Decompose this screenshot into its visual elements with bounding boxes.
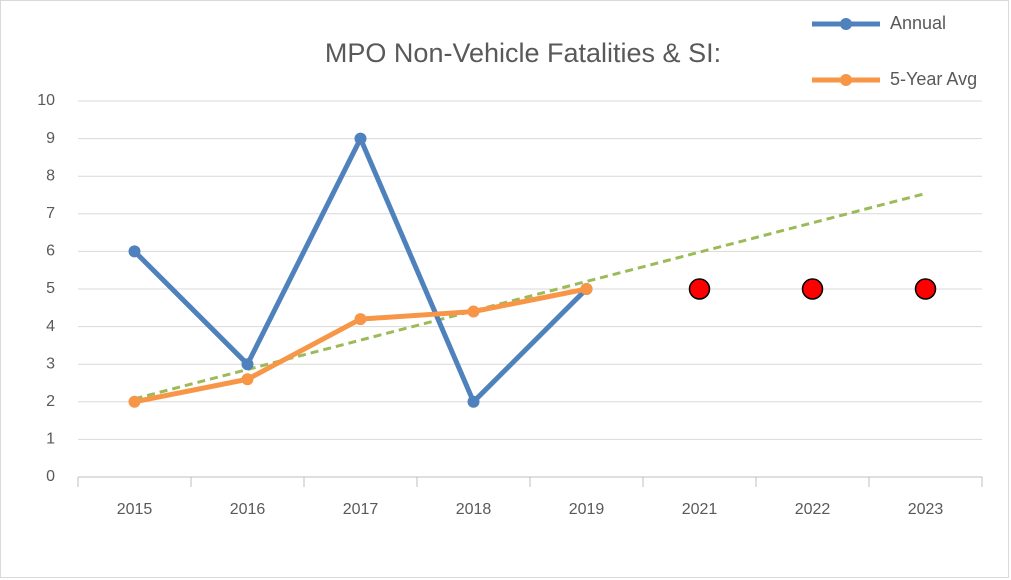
target-marker bbox=[801, 278, 824, 300]
y-tick-label: 7 bbox=[46, 205, 55, 222]
series-marker bbox=[354, 313, 367, 326]
legend-marker bbox=[840, 74, 852, 86]
y-tick-label: 4 bbox=[46, 318, 55, 335]
trendline bbox=[134, 192, 926, 401]
y-tick-label: 10 bbox=[37, 92, 55, 109]
target-marker bbox=[914, 278, 937, 300]
x-tick-label: 2016 bbox=[230, 501, 266, 518]
series-marker bbox=[580, 283, 593, 295]
series-marker bbox=[467, 305, 480, 318]
series-marker bbox=[241, 358, 254, 371]
x-tick-label: 2015 bbox=[117, 501, 153, 518]
x-tick-label: 2018 bbox=[456, 501, 492, 518]
y-tick-label: 3 bbox=[46, 355, 55, 372]
legend-label: Annual bbox=[890, 13, 946, 33]
legend-marker bbox=[840, 18, 852, 30]
legend-label: 5-Year Avg bbox=[890, 69, 977, 89]
series-marker bbox=[467, 395, 480, 408]
x-tick-label: 2019 bbox=[569, 501, 605, 518]
x-tick-label: 2023 bbox=[908, 501, 944, 518]
x-tick-label: 2017 bbox=[343, 501, 379, 518]
y-tick-label: 9 bbox=[46, 130, 55, 147]
y-tick-label: 5 bbox=[46, 280, 55, 297]
target-marker bbox=[688, 278, 711, 300]
series-marker bbox=[128, 395, 141, 408]
x-tick-label: 2022 bbox=[795, 501, 831, 518]
y-tick-label: 6 bbox=[46, 243, 55, 260]
chart-title: MPO Non-Vehicle Fatalities & SI: bbox=[325, 38, 721, 68]
y-tick-label: 1 bbox=[46, 431, 55, 448]
series-marker bbox=[354, 132, 367, 145]
series-marker bbox=[128, 245, 141, 258]
series-marker bbox=[241, 373, 254, 386]
x-tick-label: 2021 bbox=[682, 501, 718, 518]
y-tick-label: 0 bbox=[46, 468, 55, 485]
y-tick-label: 2 bbox=[46, 393, 55, 410]
y-tick-label: 8 bbox=[46, 167, 55, 184]
